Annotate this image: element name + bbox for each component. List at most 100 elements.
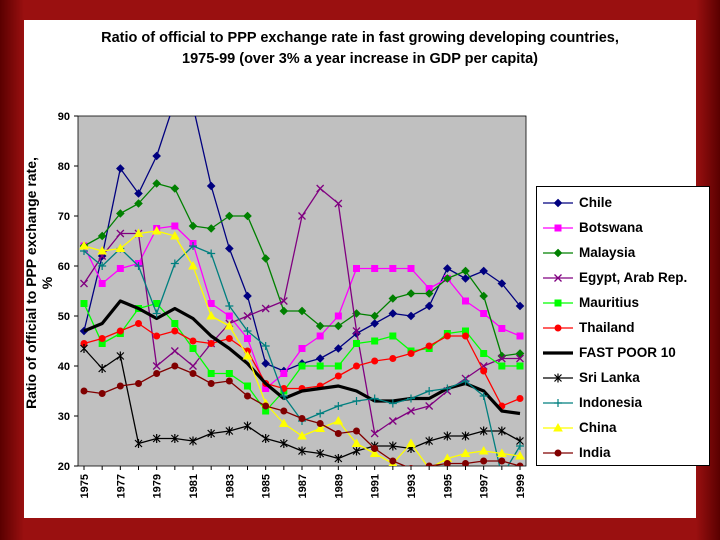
data-point-india [408, 465, 414, 466]
data-point-indonesia [352, 397, 361, 405]
legend-item-mauritius: Mauritius [537, 291, 709, 316]
legend-label: FAST POOR 10 [579, 345, 676, 360]
legend-item-sri-lanka: Sri Lanka [537, 366, 709, 391]
data-point-indonesia [170, 259, 179, 268]
legend-swatch-china [543, 422, 573, 432]
data-point-botswana [116, 265, 124, 272]
data-point-thailand [443, 332, 451, 340]
data-point-indonesia [479, 392, 488, 400]
data-point-india [244, 392, 251, 400]
legend-marker [554, 274, 562, 282]
data-point-india [480, 457, 488, 465]
data-point-botswana [407, 265, 415, 272]
data-point-chile [406, 311, 416, 321]
legend-item-china: China [537, 416, 709, 441]
series-sri-lanka [80, 344, 524, 463]
data-point-malaysia [243, 211, 252, 221]
data-point-egypt-arab-rep [334, 199, 343, 208]
data-point-india [153, 370, 161, 377]
data-point-thailand [153, 332, 161, 340]
data-point-thailand [480, 367, 488, 375]
data-point-india [280, 407, 288, 415]
data-point-chile [370, 319, 379, 328]
x-tick-label: 1981 [188, 474, 200, 498]
data-point-sri-lanka [298, 446, 306, 456]
data-point-indonesia [134, 262, 143, 270]
data-point-sri-lanka [479, 426, 488, 436]
data-point-chile [189, 102, 196, 109]
data-point-chile [225, 244, 234, 253]
data-point-mauritius [153, 300, 161, 307]
legend-swatch-botswana [543, 224, 573, 232]
data-point-india [462, 460, 469, 466]
data-point-chile [497, 279, 507, 288]
data-point-malaysia [279, 306, 289, 316]
data-point-chile [171, 97, 178, 104]
data-point-chile [152, 151, 161, 161]
data-point-indonesia [407, 394, 415, 403]
data-point-malaysia [479, 291, 488, 301]
data-point-mauritius [298, 362, 306, 370]
data-point-india [316, 420, 324, 427]
data-point-mauritius [189, 345, 197, 352]
data-point-china [496, 448, 507, 457]
data-point-thailand [407, 350, 415, 357]
x-tick-label: 1975 [79, 474, 91, 498]
data-point-mauritius [171, 320, 179, 327]
data-point-egypt-arab-rep [316, 184, 325, 193]
data-point-malaysia [261, 254, 270, 263]
data-point-malaysia [188, 221, 198, 231]
data-point-mauritius [334, 362, 342, 370]
data-point-china [242, 350, 253, 360]
data-point-botswana [516, 332, 524, 340]
data-point-egypt-arab-rep [116, 229, 125, 238]
y-tick-label: 30 [58, 411, 70, 423]
data-point-india [171, 362, 179, 370]
legend-item-fast-poor-10: FAST POOR 10 [537, 341, 709, 366]
series-malaysia [79, 179, 525, 361]
data-point-sri-lanka [261, 434, 270, 443]
data-point-india [443, 460, 451, 466]
data-point-egypt-arab-rep [425, 402, 434, 410]
data-point-indonesia [261, 342, 270, 350]
legend-label: Botswana [579, 220, 643, 235]
data-point-malaysia [461, 266, 470, 276]
legend-marker [553, 248, 563, 258]
data-point-india [189, 370, 197, 377]
data-point-indonesia [316, 409, 325, 418]
data-point-indonesia [225, 302, 234, 310]
x-tick-label: 1979 [152, 474, 164, 498]
legend-label: Indonesia [579, 395, 643, 410]
data-point-mauritius [480, 350, 488, 357]
data-point-india [425, 462, 433, 466]
chart-title-line-1: Ratio of official to PPP exchange rate i… [101, 30, 619, 46]
data-point-sri-lanka [170, 434, 179, 443]
data-point-india [371, 445, 379, 452]
y-tick-label: 50 [58, 311, 70, 323]
x-tick-label: 1987 [297, 474, 309, 498]
data-point-china [151, 225, 162, 235]
data-point-indonesia [207, 249, 216, 258]
data-point-china [224, 320, 235, 330]
data-point-malaysia [116, 209, 125, 218]
data-point-thailand [135, 320, 142, 327]
data-point-thailand [425, 342, 433, 350]
y-tick-label: 20 [58, 461, 70, 473]
data-point-india [135, 380, 142, 387]
data-point-china [278, 418, 289, 427]
data-point-chile [479, 266, 488, 276]
legend-swatch-chile [543, 198, 573, 208]
data-point-sri-lanka [207, 429, 216, 438]
legend-label: Mauritius [579, 295, 640, 310]
data-point-indonesia [152, 309, 161, 318]
legend-swatch-indonesia [543, 399, 573, 407]
data-point-egypt-arab-rep [479, 362, 488, 370]
data-point-egypt-arab-rep [516, 354, 524, 363]
data-point-mauritius [207, 370, 215, 377]
legend-swatch-mauritius [543, 299, 573, 307]
data-point-sri-lanka [243, 421, 252, 431]
data-point-china [406, 438, 416, 447]
data-point-chile [116, 164, 125, 173]
data-point-thailand [334, 372, 342, 380]
data-point-indonesia [334, 402, 343, 410]
